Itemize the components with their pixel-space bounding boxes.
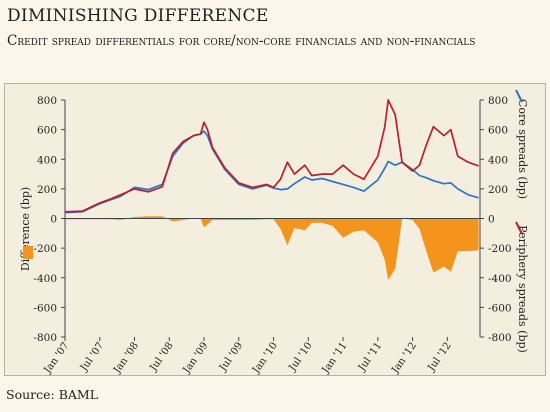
y-axis-label-core: Core spreads (bp) — [516, 99, 529, 199]
y-tick-label-left: 200 — [37, 184, 57, 196]
y-tick-label-right: 800 — [488, 95, 508, 107]
plot-area: -800 -800 -600 -600 -400 -400 -200 -200 0 0 200 200… — [4, 83, 546, 376]
difference-area-layer — [65, 216, 479, 280]
chart-svg: -800 -800 -600 -600 -400 -400 -200 -200 0 0 200 200… — [19, 89, 529, 376]
x-tick-label: Jan '07 — [42, 340, 72, 375]
y-tick-label-right: -400 — [488, 273, 512, 285]
x-tick-label: Jul '12 — [426, 340, 454, 374]
y-tick-label-right: 400 — [488, 154, 508, 166]
x-tick-label: Jan '11 — [320, 340, 350, 375]
difference-area — [65, 216, 479, 280]
source-note: Source: BAML — [6, 387, 99, 402]
periphery-legend-swatch — [515, 221, 523, 235]
y-tick-label-right: 0 — [488, 214, 495, 226]
difference-legend-swatch — [23, 246, 33, 259]
y-tick-label-left: -200 — [33, 243, 57, 255]
y-tick-label-left: -600 — [33, 302, 57, 314]
y-tick-label-left: 800 — [37, 95, 57, 107]
y-tick-label-left: -800 — [33, 332, 57, 344]
core-spreads-line — [64, 130, 479, 214]
series-lines-layer — [64, 99, 479, 214]
x-tick-label: Jul '11 — [356, 340, 384, 374]
y-tick-label-right: 600 — [488, 125, 508, 137]
y-tick-label-right: -200 — [488, 243, 512, 255]
x-tick-label: Jul '10 — [287, 340, 315, 374]
x-tick-label: Jul '09 — [217, 340, 245, 374]
chart-title: DIMINISHING DIFFERENCE — [7, 6, 269, 26]
y-tick-label-left: 0 — [50, 214, 57, 226]
y-tick-label-left: 600 — [37, 125, 57, 137]
x-tick-label: Jan '12 — [389, 340, 419, 375]
x-tick-label: Jan '08 — [111, 340, 141, 375]
y-tick-label-right: -600 — [488, 302, 512, 314]
x-tick-label: Jan '10 — [250, 340, 280, 375]
chart-subtitle: Credit spread differentials for core/non… — [7, 33, 476, 49]
y-tick-label-right: -800 — [488, 332, 512, 344]
y-tick-label-left: 400 — [37, 154, 57, 166]
y-tick-label-right: 200 — [488, 184, 508, 196]
periphery-spreads-line — [64, 99, 479, 213]
x-tick-label: Jan '09 — [181, 340, 211, 375]
core-legend-swatch — [515, 89, 523, 103]
x-tick-label: Jul '07 — [78, 340, 106, 374]
y-tick-label-left: -400 — [33, 273, 57, 285]
x-tick-label: Jul '08 — [148, 340, 176, 374]
axes-layer — [61, 99, 484, 341]
y-axis-label-periphery: Periphery spreads (bp) — [516, 225, 529, 353]
